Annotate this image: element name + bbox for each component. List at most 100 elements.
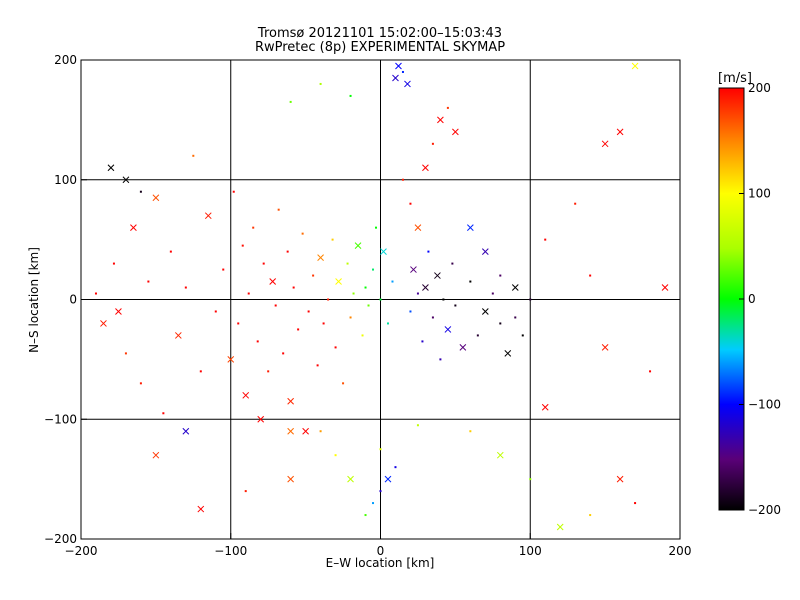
scatter-cross — [354, 242, 362, 249]
scatter-dot — [199, 370, 202, 373]
scatter-cross — [511, 284, 519, 291]
scatter-cross — [556, 523, 564, 531]
scatter-dot — [372, 268, 375, 271]
scatter-dot — [416, 292, 419, 295]
scatter-dot — [364, 514, 367, 517]
scatter-dot — [301, 232, 304, 235]
scatter-dot — [349, 94, 352, 97]
scatter-dot — [391, 280, 394, 283]
scatter-cross — [404, 80, 411, 88]
scatter-dot — [476, 334, 479, 337]
scatter-cross — [242, 391, 250, 399]
scatter-dot — [262, 262, 265, 265]
y-tick-label: −200 — [44, 532, 77, 546]
scatter-dot — [112, 262, 115, 265]
scatter-dot — [379, 298, 382, 301]
scatter-dot — [139, 382, 142, 385]
scatter-dot — [214, 310, 217, 313]
scatter-dot — [307, 310, 310, 313]
scatter-dot — [334, 346, 337, 349]
scatter-cross — [380, 248, 387, 255]
colorbar-tick-label: 100 — [748, 187, 771, 201]
scatter-dot — [331, 238, 334, 241]
scatter-dot — [589, 514, 592, 517]
scatter-dot — [499, 322, 502, 325]
y-axis-label: N–S location [km] — [27, 247, 41, 353]
scatter-dot — [431, 316, 434, 319]
scatter-dot — [379, 448, 382, 451]
scatter-dot — [232, 190, 235, 193]
scatter-cross — [287, 427, 295, 435]
scatter-dot — [379, 490, 382, 493]
scatter-dot — [446, 106, 449, 109]
scatter-dot — [252, 226, 255, 229]
scatter-dot — [319, 430, 322, 433]
scatter-dot — [386, 322, 389, 325]
scatter-dot — [372, 502, 375, 505]
scatter-cross — [392, 74, 399, 82]
scatter-dot — [244, 490, 247, 493]
scatter-dot — [521, 334, 524, 337]
scatter-dot — [574, 202, 577, 205]
scatter-dot — [192, 154, 195, 157]
y-tick-label: 100 — [54, 173, 77, 187]
scatter-dot — [375, 226, 378, 229]
scatter-dot — [256, 340, 259, 343]
y-tick-label: 200 — [54, 53, 77, 67]
x-axis-label: E–W location [km] — [326, 556, 435, 570]
scatter-cross — [115, 308, 122, 315]
scatter-cross — [152, 451, 160, 459]
scatter-dot — [454, 304, 457, 307]
scatter-dot — [529, 298, 532, 301]
scatter-cross — [302, 427, 309, 435]
colorbar: [m/s] 200 100 0 −100 −200 — [718, 71, 781, 517]
scatter-dot — [241, 244, 244, 247]
scatter-cross — [616, 128, 624, 136]
scatter-dot — [292, 286, 295, 289]
scatter-dot — [409, 310, 412, 313]
scatter-cross — [227, 356, 235, 363]
scatter-dot — [514, 316, 517, 319]
scatter-cross — [459, 344, 467, 351]
scatter-dot — [431, 142, 434, 145]
scatter-dot — [416, 424, 419, 427]
colorbar-tick-label: −100 — [748, 398, 781, 412]
scatter-dot — [451, 262, 454, 265]
scatter-dot — [124, 352, 127, 355]
scatter-cross — [107, 164, 115, 172]
x-tick-label: 0 — [377, 544, 385, 558]
scatter-dot — [94, 292, 97, 295]
scatter-cross — [414, 224, 422, 232]
scatter-cross — [335, 278, 342, 285]
scatter-cross — [122, 176, 130, 184]
scatter-dot — [352, 292, 355, 295]
scatter-dot — [367, 304, 370, 307]
scatter-cross — [182, 427, 190, 435]
x-axis-ticks: −200 −100 0 100 200 — [65, 533, 691, 558]
scatter-dot — [361, 334, 364, 337]
scatter-dot — [427, 250, 430, 253]
colorbar-tick-label: 0 — [748, 292, 756, 306]
x-tick-label: −200 — [65, 544, 98, 558]
scatter-cross — [481, 248, 489, 255]
scatter-dot — [319, 82, 322, 85]
scatter-dot — [282, 352, 285, 355]
scatter-dot — [342, 382, 345, 385]
scatter-dot — [274, 304, 277, 307]
scatter-dot — [346, 262, 349, 265]
scatter-cross — [496, 451, 504, 459]
scatter-dot — [634, 502, 637, 505]
scatter-cross — [269, 278, 277, 285]
colorbar-tick-label: −200 — [748, 503, 781, 517]
scatter-dot — [649, 370, 652, 373]
scatter-cross — [395, 62, 402, 70]
scatter-dot — [312, 274, 315, 277]
chart-subtitle: RwPretec (8p) EXPERIMENTAL SKYMAP — [255, 40, 505, 55]
scatter-cross — [174, 332, 182, 339]
scatter-dot — [469, 280, 472, 283]
scatter-dot — [267, 370, 270, 373]
y-tick-label: 0 — [69, 293, 77, 307]
scatter-cross — [257, 415, 265, 423]
scatter-dot — [247, 292, 250, 295]
scatter-cross — [152, 194, 160, 202]
